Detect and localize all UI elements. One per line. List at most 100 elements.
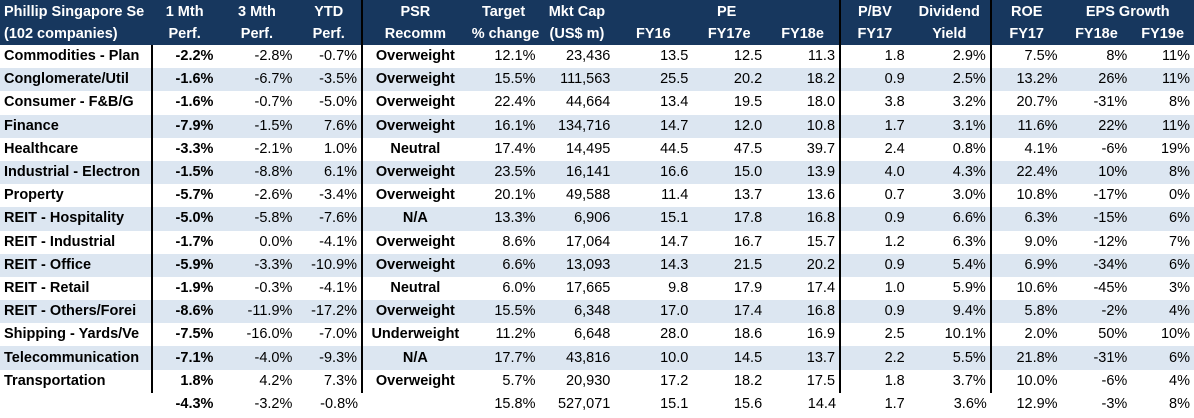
header-target: Target (467, 0, 540, 23)
sector-name: Conglomerate/Util (0, 68, 153, 92)
pbv-fy17: 1.8 (839, 45, 909, 69)
table-row: Industrial - Electron -1.5% -8.8% 6.1% Overw… (0, 160, 1194, 185)
table-row: REIT - Office -5.9% -3.3% -10.9% Overweight 6… (0, 253, 1194, 277)
header-eps-growth: EPS Growth (1061, 0, 1194, 23)
perf-1m: -1.7% (151, 230, 218, 254)
psr-recomm: Overweight (361, 114, 468, 138)
sector-name: Commodities - Plan (0, 45, 153, 69)
sector-name: Healthcare (0, 137, 153, 161)
header-pbv-fy17: FY17 (839, 23, 909, 45)
pbv-fy17: 0.9 (839, 68, 909, 92)
total-eps19: 8% (1131, 392, 1194, 416)
psr-recomm: Overweight (361, 68, 468, 92)
header-psr: PSR (361, 0, 468, 23)
dividend-yield: 3.0% (908, 184, 991, 208)
roe-fy17: 4.1% (989, 137, 1062, 161)
eps-fy19e: 7% (1131, 230, 1194, 254)
total-pe16: 15.1 (614, 392, 693, 416)
mkt-cap: 6,348 (539, 300, 615, 324)
header-roe-fy17: FY17 (989, 23, 1062, 45)
header-target-sub: % change (467, 23, 540, 45)
mkt-cap: 16,141 (539, 160, 615, 185)
eps-fy18e: -6% (1061, 369, 1132, 393)
roe-fy17: 11.6% (989, 114, 1062, 138)
eps-fy19e: 4% (1131, 300, 1194, 324)
sector-name: REIT - Retail (0, 276, 153, 301)
header-ytd: YTD (296, 0, 363, 23)
perf-3m: -2.1% (217, 137, 297, 161)
pe-fy16: 28.0 (614, 323, 693, 347)
perf-3m: -2.6% (217, 184, 297, 208)
mkt-cap: 23,436 (539, 45, 615, 69)
perf-ytd: -3.5% (296, 68, 363, 92)
header-1m: 1 Mth (151, 0, 218, 23)
pe-fy18e: 18.0 (766, 91, 841, 115)
pbv-fy17: 1.8 (839, 369, 909, 393)
target-change: 17.4% (467, 137, 540, 161)
pe-fy17e: 16.7 (692, 230, 767, 254)
mkt-cap: 13,093 (539, 253, 615, 277)
perf-3m: 0.0% (217, 230, 297, 254)
sector-name: Finance (0, 114, 153, 138)
pe-fy16: 13.5 (614, 45, 693, 69)
pbv-fy17: 0.9 (839, 253, 909, 277)
pe-fy17e: 20.2 (692, 68, 767, 92)
target-change: 13.3% (467, 207, 540, 231)
table-row: Commodities - Plan -2.2% -2.8% -0.7% Overwei… (0, 45, 1194, 69)
pe-fy17e: 13.7 (692, 184, 767, 208)
table-row: Healthcare -3.3% -2.1% 1.0% Neutral 17.4% 14,4… (0, 137, 1194, 161)
roe-fy17: 22.4% (989, 160, 1062, 185)
eps-fy18e: -31% (1061, 91, 1132, 115)
sector-name: Property (0, 184, 153, 208)
eps-fy18e: -31% (1061, 346, 1132, 370)
table-row: Telecommunication -7.1% -4.0% -9.3% N/A 17.7%… (0, 346, 1194, 370)
header-pbv: P/BV (839, 0, 909, 23)
mkt-cap: 17,064 (539, 230, 615, 254)
target-change: 23.5% (467, 160, 540, 185)
roe-fy17: 6.3% (989, 207, 1062, 231)
pbv-fy17: 1.7 (839, 114, 909, 138)
perf-3m: -0.3% (217, 276, 297, 301)
target-change: 6.6% (467, 253, 540, 277)
roe-fy17: 7.5% (989, 45, 1062, 69)
total-pe17: 15.6 (692, 392, 767, 416)
pe-fy16: 16.6 (614, 160, 693, 185)
header-universe: Phillip Singapore Se (0, 0, 152, 23)
total-psr (362, 392, 468, 416)
perf-1m: -3.3% (151, 137, 218, 161)
target-change: 20.1% (467, 184, 540, 208)
pe-fy18e: 17.5 (766, 369, 841, 393)
eps-fy18e: 22% (1061, 114, 1132, 138)
table-body: Commodities - Plan -2.2% -2.8% -0.7% Overwei… (0, 45, 1194, 393)
pe-fy18e: 13.6 (766, 184, 841, 208)
target-change: 16.1% (467, 114, 540, 138)
eps-fy18e: -17% (1061, 184, 1132, 208)
eps-fy19e: 11% (1131, 68, 1194, 92)
roe-fy17: 10.0% (989, 369, 1062, 393)
psr-recomm: N/A (361, 346, 468, 370)
mkt-cap: 20,930 (539, 369, 615, 393)
perf-1m: -1.9% (151, 276, 218, 301)
psr-recomm: Neutral (361, 276, 468, 301)
table-row: Consumer - F&B/G -1.6% -0.7% -5.0% Overweigh… (0, 91, 1194, 115)
perf-ytd: -7.6% (296, 207, 363, 231)
pe-fy17e: 12.5 (692, 45, 767, 69)
roe-fy17: 21.8% (989, 346, 1062, 370)
perf-ytd: 1.0% (296, 137, 363, 161)
total-label-cell (0, 392, 152, 416)
dividend-yield: 4.3% (908, 160, 991, 185)
pbv-fy17: 0.9 (839, 207, 909, 231)
perf-1m: 1.8% (151, 369, 218, 393)
header-row-2: (102 companies) Perf. Perf. Perf. Recomm… (0, 23, 1194, 45)
header-pe: PE (614, 0, 841, 23)
psr-recomm: Overweight (361, 91, 468, 115)
roe-fy17: 20.7% (989, 91, 1062, 115)
header-3m-sub: Perf. (217, 23, 297, 45)
pe-fy16: 10.0 (614, 346, 693, 370)
total-div: 3.6% (908, 392, 991, 416)
pe-fy18e: 16.8 (766, 300, 841, 324)
roe-fy17: 13.2% (989, 68, 1062, 92)
eps-fy19e: 8% (1131, 160, 1194, 185)
pe-fy17e: 18.6 (692, 323, 767, 347)
psr-recomm: Overweight (361, 160, 468, 185)
